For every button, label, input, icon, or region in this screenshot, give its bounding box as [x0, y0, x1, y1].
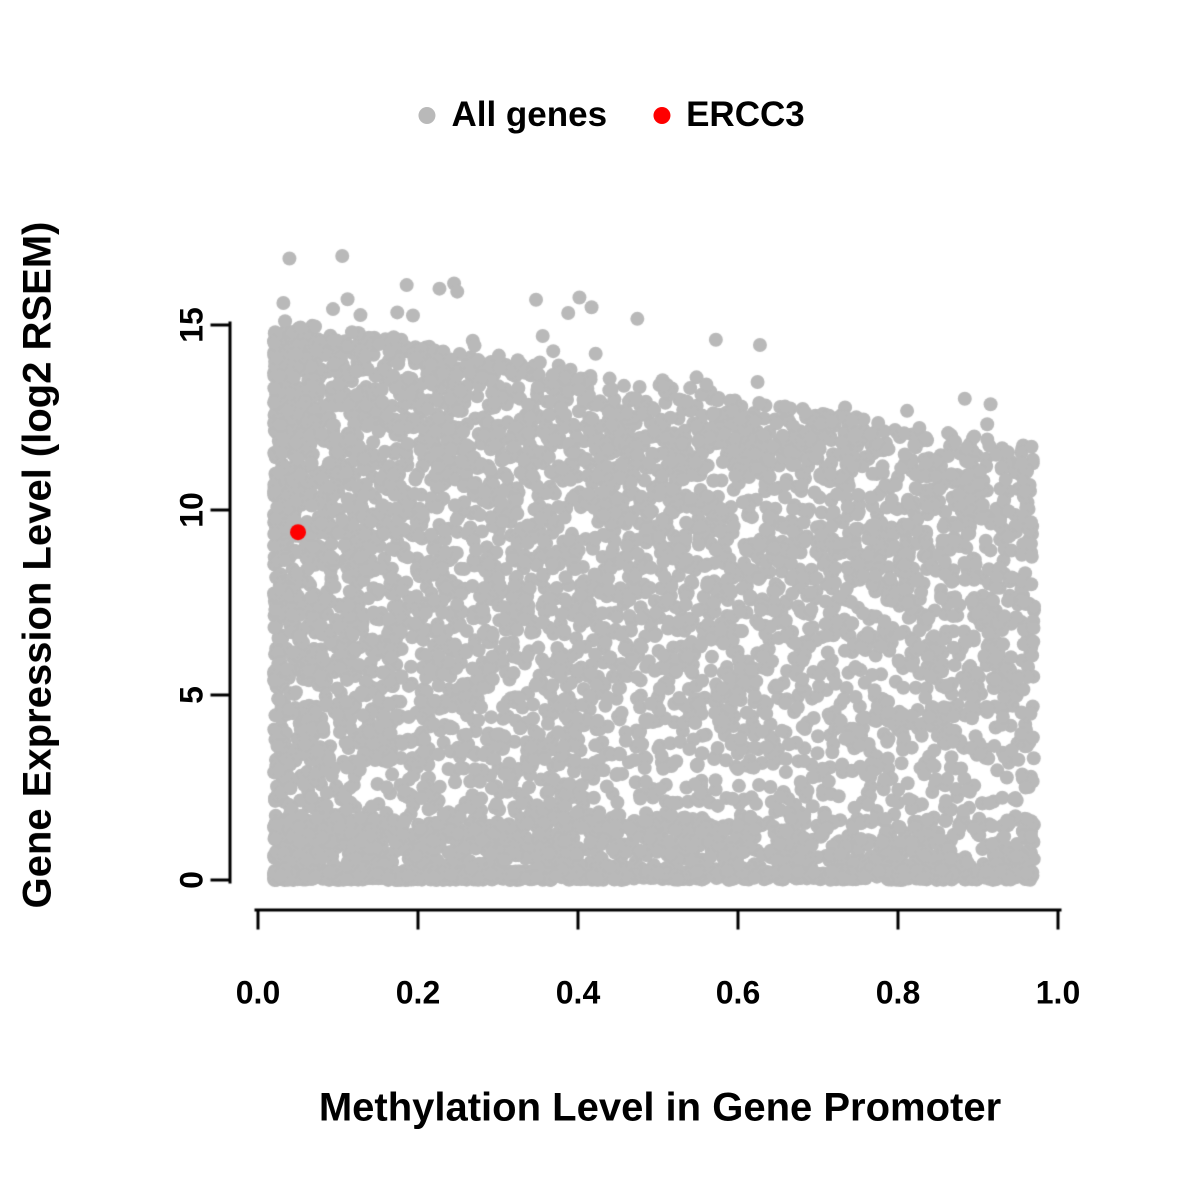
y-tick-label-5: 5	[173, 686, 210, 704]
legend-item-ercc3: ERCC3	[653, 95, 805, 135]
y-axis-label: Gene Expression Level (log2 RSEM)	[15, 221, 60, 909]
y-tick-label-15: 15	[173, 307, 210, 343]
legend-label-ercc3: ERCC3	[686, 95, 805, 134]
y-tick-label-0: 0	[173, 871, 210, 889]
all-genes-dot-icon	[418, 106, 436, 124]
x-tick-label-0.2: 0.2	[395, 974, 441, 1011]
legend-item-all-genes: All genes	[418, 95, 607, 135]
ercc3-dot-icon	[653, 106, 671, 124]
legend-label-all-genes: All genes	[451, 95, 608, 134]
x-tick-label-0.4: 0.4	[555, 974, 601, 1011]
x-tick-label-0.0: 0.0	[235, 974, 281, 1011]
x-tick-label-0.6: 0.6	[715, 974, 761, 1011]
x-tick-label-0.8: 0.8	[875, 974, 921, 1011]
y-tick-label-10: 10	[173, 492, 210, 528]
x-axis-label: Methylation Level in Gene Promoter	[318, 1085, 1002, 1130]
x-tick-label-1.0: 1.0	[1035, 974, 1081, 1011]
legend: All genes ERCC3	[418, 95, 805, 135]
